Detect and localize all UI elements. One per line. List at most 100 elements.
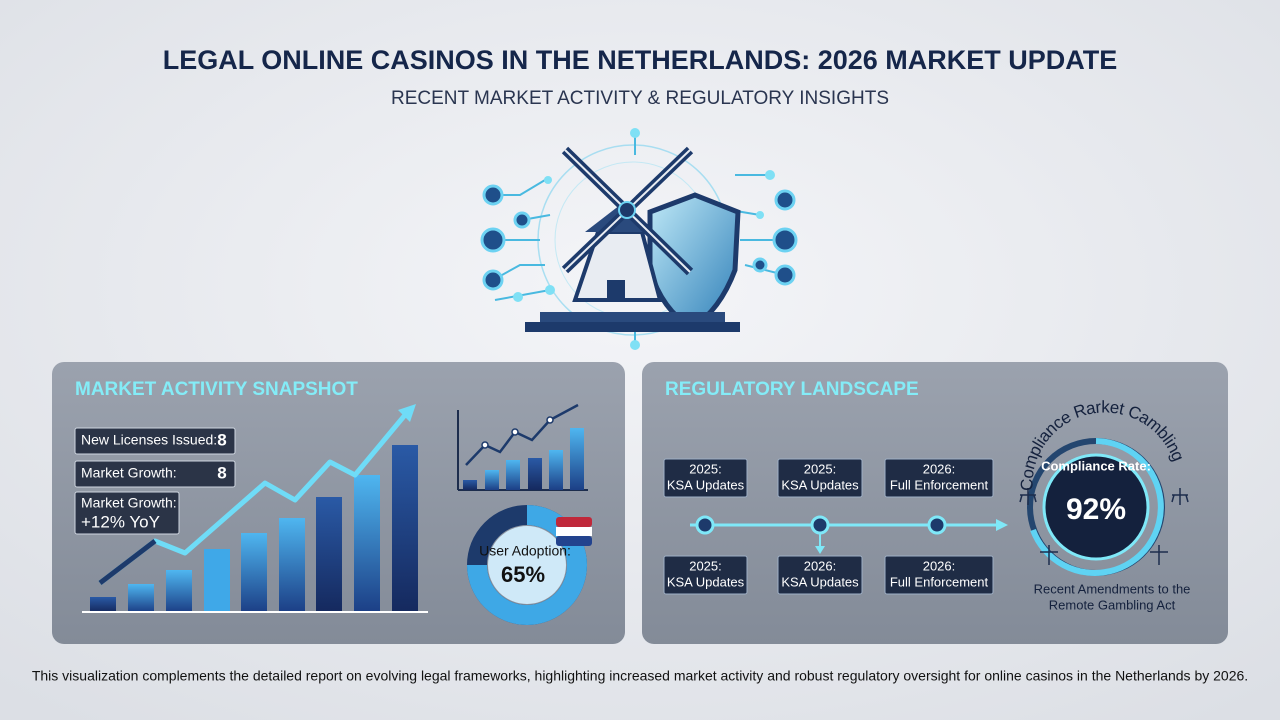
decoration	[480, 227, 506, 253]
timeline-box	[884, 458, 994, 498]
decoration	[204, 549, 230, 612]
decoration	[765, 170, 775, 180]
decoration	[556, 517, 592, 527]
decoration	[549, 450, 563, 490]
decoration	[570, 428, 584, 490]
gauge-label: Compliance Rate:	[1041, 458, 1151, 473]
decoration	[546, 416, 554, 424]
decoration	[481, 416, 554, 449]
windmill-illustration	[480, 128, 798, 350]
timeline-label: KSA Updates	[667, 477, 745, 492]
decoration	[528, 458, 542, 490]
timeline-year: 2025:	[804, 461, 837, 476]
decoration	[525, 322, 740, 332]
panel-title: MARKET ACTIVITY SNAPSHOT	[75, 379, 358, 400]
timeline-box	[777, 555, 863, 595]
decoration	[927, 515, 947, 535]
donut-value: 65%	[501, 562, 545, 587]
timeline	[690, 515, 1008, 554]
decorative-bar-chart	[82, 404, 428, 613]
decoration	[630, 340, 640, 350]
decoration	[545, 285, 555, 295]
decoration	[1030, 438, 1164, 576]
decoration	[485, 470, 499, 490]
timeline-box	[777, 458, 863, 498]
decoration	[815, 546, 825, 554]
decoration	[618, 201, 636, 219]
stat-value: +12% YoY	[81, 512, 160, 531]
decoration	[398, 404, 416, 422]
timeline-year: 2026:	[923, 461, 956, 476]
decoration	[241, 533, 267, 612]
stat-value: 8	[217, 430, 226, 449]
decoration	[1040, 545, 1058, 565]
stat-label: New Licenses Issued:	[81, 432, 217, 448]
decoration	[1019, 488, 1037, 505]
decoration	[774, 264, 796, 286]
decoration	[513, 128, 775, 350]
decoration	[513, 292, 523, 302]
decoration	[540, 312, 725, 322]
timeline-label: Full Enforcement	[890, 477, 989, 492]
decoration	[481, 441, 489, 449]
gauge-caption: Recent Amendments to the	[1034, 581, 1191, 596]
timeline-label: KSA Updates	[781, 574, 859, 589]
decoration	[996, 519, 1008, 531]
decoration	[488, 526, 566, 604]
decoration	[98, 539, 157, 585]
timeline-box	[663, 458, 748, 498]
timeline-year: 2026:	[804, 558, 837, 573]
donut	[467, 505, 592, 625]
decoration	[279, 518, 305, 612]
decoration	[1042, 453, 1150, 561]
donut-label: User Adoption:	[479, 543, 571, 559]
timeline-box	[663, 555, 748, 595]
timeline-label: KSA Updates	[667, 574, 745, 589]
decoration	[1150, 545, 1168, 565]
stat-label: Market Growth:	[81, 495, 177, 511]
decoration	[511, 428, 519, 436]
stat-box	[74, 460, 236, 488]
decoration	[482, 269, 504, 291]
subtitle: RECENT MARKET ACTIVITY & REGULATORY INSI…	[391, 88, 889, 109]
decoration	[392, 445, 418, 612]
stat-box	[74, 427, 236, 455]
decoration	[544, 176, 552, 184]
decoration	[316, 497, 342, 612]
decoration	[556, 527, 592, 536]
stat-box	[74, 491, 180, 535]
decoration	[90, 597, 116, 612]
gauge-value: 92%	[1066, 493, 1126, 526]
timeline-year: 2026:	[923, 558, 956, 573]
timeline-year: 2025:	[689, 461, 722, 476]
footer: This visualization complements the detai…	[32, 668, 1248, 684]
decoration	[1171, 488, 1189, 505]
decoration	[774, 189, 796, 211]
decoration	[128, 584, 154, 612]
decoration	[756, 211, 764, 219]
timeline-label: KSA Updates	[781, 477, 859, 492]
decoration	[695, 515, 947, 535]
gauge	[1019, 438, 1189, 576]
stat-label: Market Growth:	[81, 465, 177, 481]
decoration	[752, 257, 768, 273]
decoration	[463, 480, 477, 490]
decoration	[810, 515, 830, 535]
decoration	[166, 570, 192, 612]
decoration	[772, 227, 798, 253]
decoration	[480, 184, 798, 291]
title: LEGAL ONLINE CASINOS IN THE NETHERLANDS:…	[163, 45, 1118, 75]
decoration	[556, 536, 592, 546]
decoration	[506, 460, 520, 490]
decoration	[482, 184, 504, 206]
decoration	[607, 280, 625, 302]
timeline-box	[884, 555, 994, 595]
decorative-mini-chart	[457, 403, 588, 491]
stat-value: 8	[217, 463, 226, 482]
gauge-caption: Remote Gambling Act	[1049, 597, 1176, 612]
decoration	[354, 475, 380, 612]
timeline-year: 2025:	[689, 558, 722, 573]
timeline-label: Full Enforcement	[890, 574, 989, 589]
